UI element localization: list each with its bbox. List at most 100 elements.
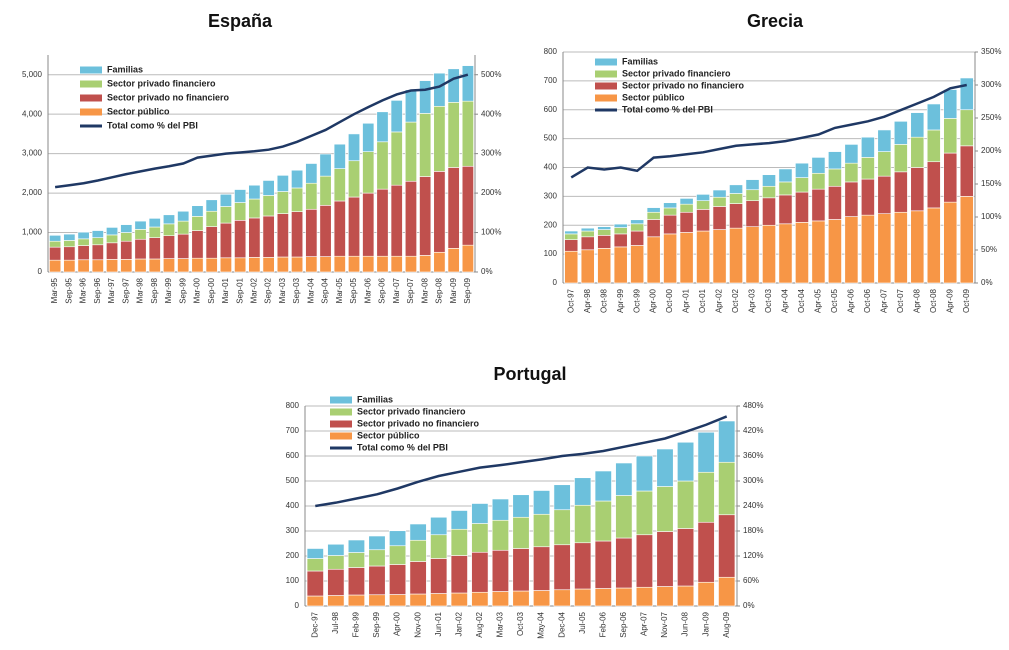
- x-tick-label: Mar-96: [79, 277, 88, 303]
- x-tick-label: Sep-97: [121, 277, 130, 303]
- x-tick-label: Mar-95: [50, 277, 59, 303]
- bar-segment: [696, 209, 710, 232]
- bar-segment: [597, 235, 612, 249]
- bar-segment: [762, 174, 776, 187]
- bar-segment: [943, 201, 958, 284]
- bar-segment: [347, 539, 365, 553]
- bar-segment: [663, 207, 678, 216]
- bar-segment: [389, 545, 407, 565]
- bar-segment: [553, 589, 571, 607]
- bar-segment: [594, 500, 612, 542]
- bar-segment: [926, 161, 941, 209]
- bar-segment: [162, 235, 175, 259]
- bar-segment: [162, 258, 175, 273]
- x-tick-label: Oct-00: [665, 288, 674, 313]
- x-tick-label: Oct-09: [962, 288, 971, 313]
- bar-segment: [376, 141, 389, 190]
- bar-segment: [348, 255, 361, 273]
- bar-segment: [177, 210, 190, 222]
- legend-swatch: [330, 432, 352, 440]
- y2-tick-label: 300%: [481, 149, 501, 158]
- bar-segment: [828, 185, 842, 220]
- bar-segment: [778, 168, 793, 183]
- chart-title: Portugal: [493, 364, 566, 384]
- bar-segment: [409, 523, 427, 541]
- y-tick-label: 3,000: [22, 149, 43, 158]
- bar-segment: [430, 534, 448, 559]
- total-line: [315, 415, 728, 508]
- bar-segment: [828, 219, 842, 284]
- y-tick-label: 200: [544, 220, 558, 229]
- bar-segment: [91, 244, 104, 261]
- x-tick-label: Mar-02: [249, 277, 258, 303]
- bar-segment: [306, 570, 324, 597]
- x-tick-label: Mar-03: [278, 277, 287, 303]
- bar-segment: [368, 549, 386, 567]
- bar-segment: [564, 230, 579, 235]
- bar-segment: [729, 203, 743, 229]
- bar-segment: [718, 514, 736, 578]
- x-tick-label: Sep-06: [619, 611, 628, 637]
- bar-segment: [347, 594, 365, 607]
- y-tick-label: 4,000: [22, 109, 43, 118]
- legend-swatch: [80, 94, 102, 102]
- bar-segment: [646, 211, 661, 220]
- bar-segment: [276, 191, 289, 214]
- bar-segment: [893, 121, 908, 145]
- y2-tick-label: 360%: [743, 451, 763, 460]
- x-tick-label: Oct-04: [797, 288, 806, 313]
- y-tick-label: 800: [286, 401, 300, 410]
- bar-segment: [362, 255, 375, 273]
- bar-segment: [512, 548, 530, 592]
- bar-segment: [893, 144, 908, 173]
- bar-segment: [120, 240, 133, 260]
- bar-segment: [615, 495, 633, 539]
- bar-segment: [234, 202, 247, 221]
- bar-segment: [512, 516, 530, 549]
- bar-segment: [745, 179, 760, 191]
- bar-segment: [306, 548, 324, 559]
- y-tick-label: 0: [553, 278, 558, 287]
- bar-segment: [134, 258, 147, 273]
- x-tick-label: Mar-04: [306, 277, 315, 303]
- bar-segment: [63, 233, 76, 241]
- legend-swatch: [330, 420, 352, 428]
- y2-tick-label: 350%: [981, 47, 1001, 56]
- bar-segment: [910, 167, 925, 212]
- x-tick-label: Mar-97: [107, 277, 116, 303]
- x-tick-label: Sep-08: [435, 277, 444, 303]
- bar-segment: [926, 207, 941, 284]
- bar-segment: [291, 187, 304, 212]
- bar-segment: [860, 214, 875, 284]
- bar-segment: [106, 242, 119, 260]
- x-tick-label: Apr-02: [715, 288, 724, 313]
- bar-segment: [333, 168, 346, 202]
- x-tick-label: Apr-01: [682, 288, 691, 313]
- bar-segment: [450, 528, 468, 556]
- bar-segment: [148, 226, 161, 238]
- bar-segment: [512, 494, 530, 518]
- bar-segment: [191, 257, 204, 273]
- bar-segment: [376, 111, 389, 143]
- legend-label: Sector privado no financiero: [107, 92, 230, 102]
- x-tick-label: Apr-03: [748, 288, 757, 313]
- bar-segment: [419, 113, 432, 177]
- x-tick-label: Aug-02: [475, 611, 484, 637]
- bar-segment: [959, 77, 974, 111]
- bar-segment: [491, 498, 509, 521]
- bar-segment: [319, 205, 332, 257]
- bar-segment: [712, 229, 727, 284]
- bar-segment: [679, 198, 694, 205]
- x-tick-label: Aug-09: [722, 611, 731, 637]
- bar-segment: [77, 245, 90, 261]
- bar-segment: [656, 448, 674, 487]
- x-tick-label: Oct-03: [516, 611, 525, 636]
- legend-label: Familias: [357, 394, 393, 404]
- y2-tick-label: 420%: [743, 426, 763, 435]
- bar-segment: [635, 534, 653, 588]
- bar-segment: [389, 530, 407, 547]
- bar-segment: [635, 455, 653, 492]
- bar-segment: [91, 259, 104, 273]
- y2-tick-label: 0%: [481, 267, 493, 276]
- bar-segment: [712, 206, 727, 230]
